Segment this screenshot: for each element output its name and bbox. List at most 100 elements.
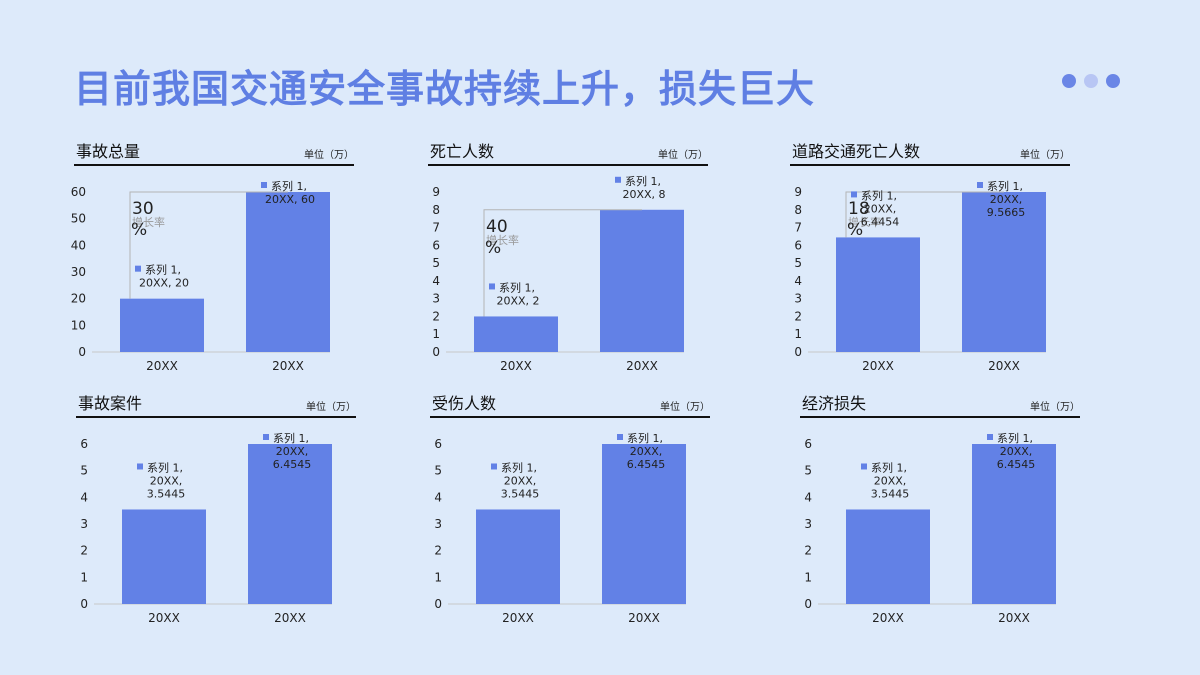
dot-icon	[1062, 74, 1076, 88]
y-tick-label: 0	[78, 345, 86, 359]
data-label: 系列 1,	[997, 431, 1033, 445]
y-tick-label: 0	[794, 345, 802, 359]
y-tick-label: 6	[794, 238, 802, 252]
bar	[248, 444, 332, 604]
y-tick-label: 10	[71, 318, 86, 332]
unit-label: 单位（万）	[1030, 402, 1080, 413]
title-rule	[74, 164, 354, 166]
y-tick-label: 1	[80, 570, 88, 584]
y-tick-label: 0	[432, 345, 440, 359]
data-label: 系列 1,	[625, 174, 661, 188]
y-tick-label: 0	[804, 597, 812, 611]
legend-key-icon	[861, 463, 867, 470]
chart-panel-injuries: 受伤人数 单位（万） 0 1 2 3 4 5 6 20XX 20XX 系列 1, 20XX, 3.54…	[430, 392, 710, 632]
y-tick-label: 3	[80, 517, 88, 531]
data-label: 20XX,	[150, 474, 183, 487]
y-tick-label: 5	[80, 464, 88, 478]
chart-title: 经济损失	[802, 394, 867, 413]
y-tick-label: 2	[434, 544, 442, 558]
x-tick-label: 20XX	[146, 359, 178, 373]
x-tick-label: 20XX	[274, 611, 306, 625]
y-tick-label: 9	[432, 185, 440, 199]
bar	[962, 192, 1046, 352]
data-label: 20XX, 60	[265, 193, 315, 206]
y-tick-label: 0	[434, 597, 442, 611]
data-label: 6.4545	[273, 458, 312, 471]
x-tick-label: 20XX	[628, 611, 660, 625]
bar	[474, 316, 558, 352]
legend-key-icon	[617, 434, 623, 440]
data-label: 20XX,	[990, 193, 1023, 206]
growth-rate-label: 增长率	[486, 233, 519, 247]
growth-rate-percent: %	[847, 220, 863, 240]
data-label: 20XX,	[276, 445, 309, 458]
legend-key-icon	[615, 176, 621, 183]
y-tick-label: 50	[71, 212, 86, 226]
chart-title: 受伤人数	[432, 394, 497, 413]
y-tick-label: 2	[804, 544, 812, 558]
data-label: 系列 1,	[987, 179, 1023, 193]
legend-key-icon	[489, 283, 495, 290]
data-label: 系列 1,	[273, 431, 309, 445]
y-tick-label: 60	[71, 185, 86, 199]
y-tick-label: 4	[794, 274, 802, 288]
bar	[122, 509, 206, 604]
chart-panel-deaths: 死亡人数 单位（万） 0 1 2 3 4 5 6 7 8 9 20XX 20XX 40 增长率% 系列 1,…	[428, 140, 708, 380]
data-label: 3.5445	[871, 487, 910, 500]
growth-rate-value: 30	[132, 199, 154, 219]
data-label: 9.5665	[987, 206, 1026, 219]
growth-rate-label: 增长率	[132, 215, 165, 229]
data-label: 系列 1,	[147, 460, 183, 474]
y-tick-label: 5	[794, 256, 802, 270]
unit-label: 单位（万）	[660, 402, 710, 413]
growth-bracket	[483, 209, 642, 317]
growth-bracket	[845, 191, 1004, 238]
bar	[602, 444, 686, 604]
dot-icon	[1084, 74, 1098, 88]
y-tick-label: 2	[794, 309, 802, 323]
y-tick-label: 6	[804, 437, 812, 451]
y-tick-label: 8	[432, 203, 440, 217]
legend-key-icon	[977, 182, 983, 188]
chart-title: 事故总量	[76, 142, 141, 161]
y-tick-label: 1	[432, 327, 440, 341]
data-label: 系列 1,	[627, 431, 663, 445]
y-tick-label: 6	[434, 437, 442, 451]
bar	[246, 192, 330, 352]
y-tick-label: 2	[80, 544, 88, 558]
growth-rate-percent: %	[485, 238, 501, 258]
data-label: 系列 1,	[271, 179, 307, 193]
x-tick-label: 20XX	[148, 611, 180, 625]
unit-label: 单位（万）	[1020, 150, 1070, 161]
title-rule	[800, 416, 1080, 418]
data-label: 20XX, 2	[496, 294, 539, 307]
y-tick-label: 6	[80, 437, 88, 451]
y-tick-label: 2	[432, 309, 440, 323]
chart-panel-accident-cases: 事故案件 单位（万） 0 1 2 3 4 5 6 20XX 20XX 系列 1, 20XX, 3.54…	[76, 392, 356, 632]
data-label: 3.5445	[501, 487, 540, 500]
data-label: 20XX,	[630, 445, 663, 458]
y-tick-label: 1	[804, 570, 812, 584]
title-rule	[428, 164, 708, 166]
y-tick-label: 40	[71, 238, 86, 252]
unit-label: 单位（万）	[306, 402, 356, 413]
growth-rate-value: 40	[486, 217, 508, 237]
growth-rate-label: 增长率	[848, 215, 881, 229]
legend-key-icon	[491, 463, 497, 470]
data-label: 20XX,	[1000, 445, 1033, 458]
unit-label: 单位（万）	[658, 150, 708, 161]
bar	[836, 237, 920, 352]
y-tick-label: 4	[804, 490, 812, 504]
data-label: 系列 1,	[499, 280, 535, 294]
data-label: 20XX, 20	[139, 277, 189, 290]
title-rule	[76, 416, 356, 418]
bar	[846, 509, 930, 604]
page-title: 目前我国交通安全事故持续上升，损失巨大	[74, 67, 816, 111]
title-rule	[430, 416, 710, 418]
chart-title: 道路交通死亡人数	[792, 142, 921, 161]
legend-key-icon	[261, 182, 267, 188]
y-tick-label: 20	[71, 292, 86, 306]
legend-key-icon	[263, 434, 269, 440]
